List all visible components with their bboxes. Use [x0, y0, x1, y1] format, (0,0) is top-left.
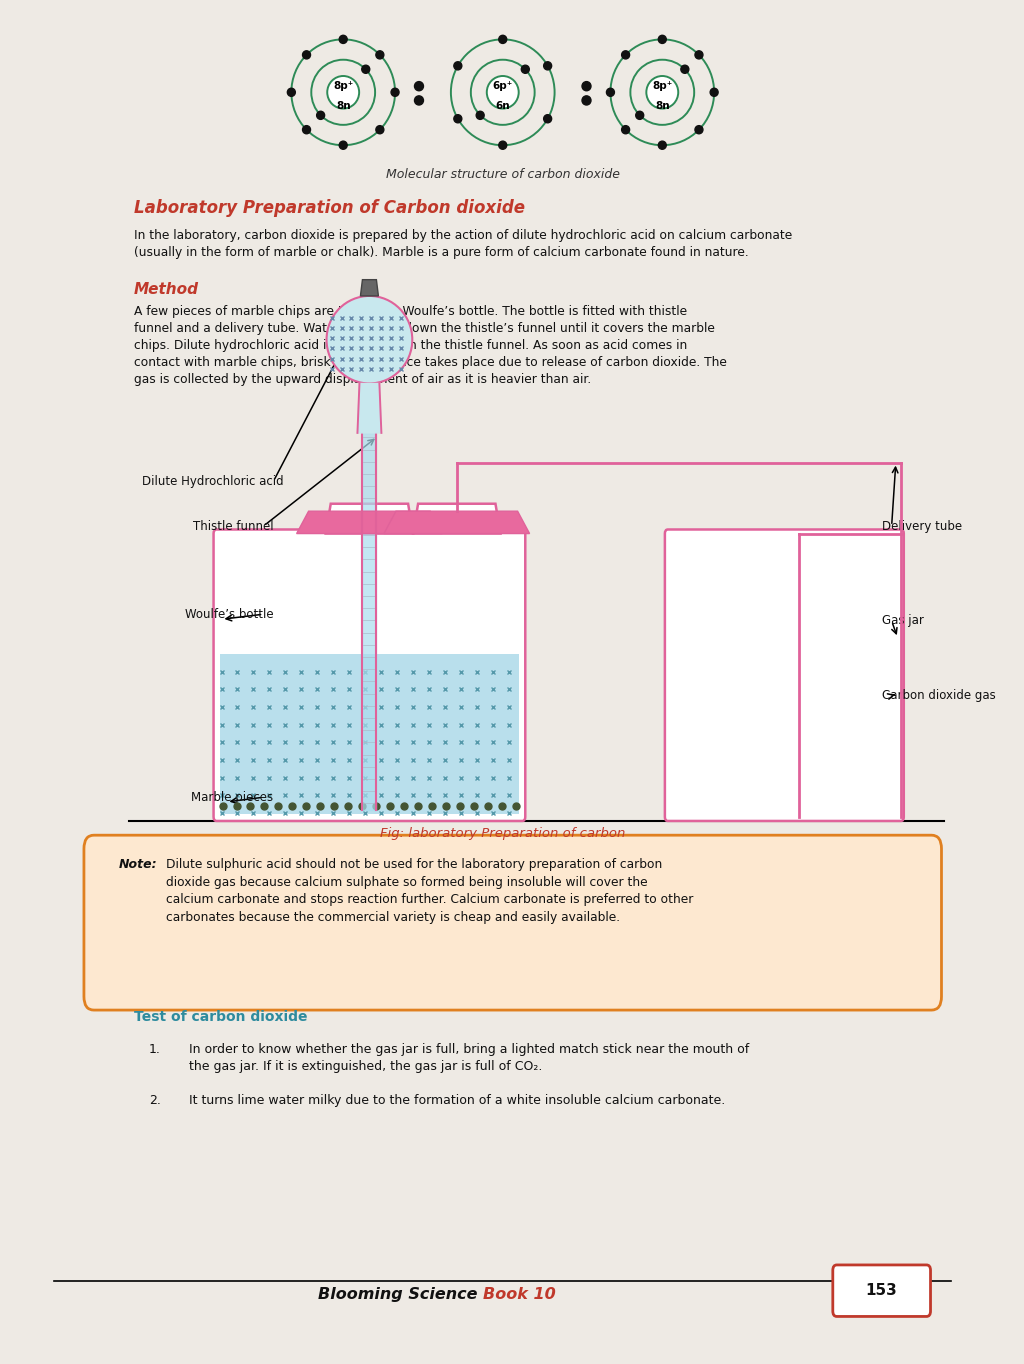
Ellipse shape: [582, 82, 591, 91]
FancyBboxPatch shape: [214, 529, 525, 821]
Text: It turns lime water milky due to the formation of a white insoluble calcium carb: It turns lime water milky due to the for…: [188, 1094, 725, 1108]
Text: 6n: 6n: [496, 101, 510, 110]
Ellipse shape: [521, 65, 529, 74]
Text: Molecular structure of carbon dioxide: Molecular structure of carbon dioxide: [386, 169, 620, 181]
Ellipse shape: [544, 115, 552, 123]
FancyBboxPatch shape: [665, 529, 904, 821]
Ellipse shape: [711, 89, 718, 97]
Text: A few pieces of marble chips are taken in a Woulfe’s bottle. The bottle is fitte: A few pieces of marble chips are taken i…: [134, 306, 727, 386]
Polygon shape: [360, 280, 379, 296]
Ellipse shape: [288, 89, 295, 97]
Ellipse shape: [328, 76, 359, 109]
Text: Blooming Science: Blooming Science: [317, 1288, 482, 1303]
Text: 153: 153: [865, 1284, 897, 1299]
Ellipse shape: [302, 125, 310, 134]
Ellipse shape: [339, 35, 347, 44]
Text: Fig: laboratory Preparation of carbon: Fig: laboratory Preparation of carbon: [380, 828, 626, 840]
Ellipse shape: [499, 140, 507, 149]
Ellipse shape: [646, 76, 678, 109]
Ellipse shape: [476, 112, 484, 120]
Ellipse shape: [681, 65, 689, 74]
Ellipse shape: [622, 50, 630, 59]
Text: Note:: Note:: [119, 858, 158, 872]
Text: 1.: 1.: [148, 1042, 161, 1056]
Ellipse shape: [544, 61, 552, 70]
Ellipse shape: [361, 65, 370, 74]
Text: Test of carbon dioxide: Test of carbon dioxide: [134, 1011, 307, 1024]
Polygon shape: [413, 503, 501, 533]
Ellipse shape: [582, 95, 591, 105]
Polygon shape: [326, 503, 413, 533]
Ellipse shape: [658, 35, 667, 44]
Text: 8n: 8n: [336, 101, 350, 110]
Text: Dilute Hydrochloric acid: Dilute Hydrochloric acid: [141, 475, 284, 488]
Ellipse shape: [302, 50, 310, 59]
Ellipse shape: [415, 82, 424, 91]
Polygon shape: [297, 512, 442, 533]
Ellipse shape: [695, 50, 702, 59]
Text: 8p⁺: 8p⁺: [652, 80, 673, 90]
Text: In the laboratory, carbon dioxide is prepared by the action of dilute hydrochlor: In the laboratory, carbon dioxide is pre…: [134, 229, 792, 259]
Ellipse shape: [454, 115, 462, 123]
Text: 8p⁺: 8p⁺: [333, 80, 353, 90]
Ellipse shape: [376, 50, 384, 59]
Text: Method: Method: [134, 282, 199, 297]
Bar: [219, 653, 519, 814]
Ellipse shape: [339, 140, 347, 149]
Ellipse shape: [658, 140, 667, 149]
Ellipse shape: [415, 95, 424, 105]
Text: Laboratory Preparation of Carbon dioxide: Laboratory Preparation of Carbon dioxide: [134, 199, 524, 217]
FancyBboxPatch shape: [84, 835, 941, 1011]
Text: Thistle funnel: Thistle funnel: [193, 520, 273, 532]
Polygon shape: [384, 512, 529, 533]
Ellipse shape: [391, 89, 399, 97]
Ellipse shape: [376, 125, 384, 134]
FancyBboxPatch shape: [833, 1264, 931, 1316]
Ellipse shape: [454, 61, 462, 70]
Text: Gas jar: Gas jar: [882, 615, 924, 627]
Ellipse shape: [636, 112, 644, 120]
Text: 8n: 8n: [655, 101, 670, 110]
Text: Book 10: Book 10: [482, 1288, 556, 1303]
Ellipse shape: [695, 125, 702, 134]
Text: Carbon dioxide gas: Carbon dioxide gas: [882, 689, 995, 702]
Polygon shape: [357, 383, 381, 432]
Text: 2.: 2.: [148, 1094, 161, 1108]
Ellipse shape: [327, 296, 413, 383]
Ellipse shape: [499, 35, 507, 44]
Ellipse shape: [606, 89, 614, 97]
Text: 6p⁺: 6p⁺: [493, 80, 513, 90]
Text: In order to know whether the gas jar is full, bring a lighted match stick near t: In order to know whether the gas jar is …: [188, 1042, 749, 1072]
Text: Marble pieces: Marble pieces: [191, 791, 273, 803]
Text: Delivery tube: Delivery tube: [882, 520, 962, 532]
Text: Woulfe’s bottle: Woulfe’s bottle: [184, 608, 273, 621]
Text: Dilute sulphuric acid should not be used for the laboratory preparation of carbo: Dilute sulphuric acid should not be used…: [166, 858, 693, 923]
Ellipse shape: [622, 125, 630, 134]
Ellipse shape: [486, 76, 519, 109]
Ellipse shape: [316, 112, 325, 120]
